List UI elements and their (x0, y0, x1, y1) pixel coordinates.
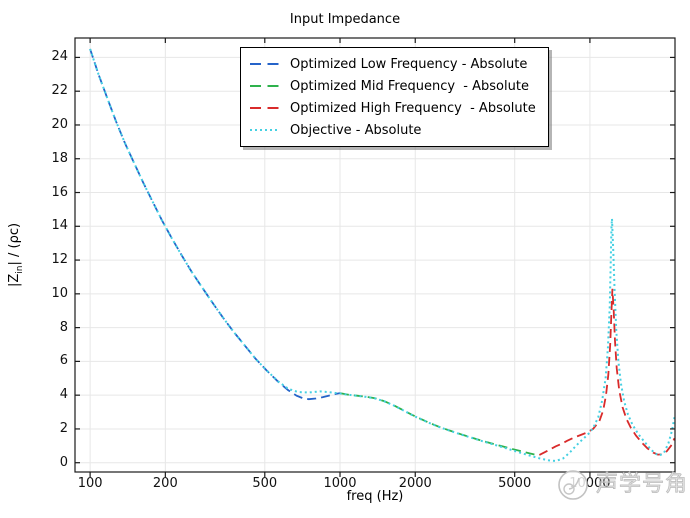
series-lines (89, 48, 675, 463)
x-tick-label: 10000 (569, 476, 611, 491)
y-tick-label: 12 (51, 252, 68, 268)
y-tick-label: 14 (51, 218, 68, 234)
legend-item: Optimized Mid Frequency - Absolute (249, 75, 536, 97)
y-tick-label: 18 (51, 150, 68, 166)
y-tick-label: 20 (51, 116, 68, 132)
y-tick-label: 22 (51, 83, 68, 99)
plot-frame (74, 37, 676, 473)
chart-title: Input Impedance (289, 12, 401, 27)
x-tick-label: 5000 (498, 476, 532, 491)
legend-item-label: Optimized High Frequency - Absolute (290, 100, 536, 116)
legend-sample-line (250, 63, 280, 65)
legend-item-label: Optimized Low Frequency - Absolute (290, 56, 528, 72)
y-axis-label-prefix: |Z (7, 273, 23, 288)
series-line-1 (339, 392, 540, 457)
x-tick-label: 500 (252, 476, 278, 491)
y-tick-label: 6 (59, 353, 68, 369)
y-axis-label: |Zin| / (ρc) (7, 223, 25, 287)
legend-sample-line (250, 107, 280, 109)
legend-sample-line (250, 85, 280, 87)
x-tick-label: 200 (152, 476, 178, 491)
x-axis-label: freq (Hz) (346, 489, 404, 504)
series-line-3 (89, 48, 675, 463)
y-axis-label-subscript: in (14, 265, 25, 274)
legend-item-label: Objective - Absolute (290, 122, 422, 138)
y-tick-label: 8 (59, 319, 68, 335)
legend-sample-line (250, 129, 280, 131)
y-tick-label: 10 (51, 285, 68, 301)
y-tick-label: 0 (59, 454, 68, 470)
series-line-2 (538, 288, 675, 456)
y-tick-label: 24 (51, 49, 68, 65)
legend-item-label: Optimized Mid Frequency - Absolute (290, 78, 529, 94)
tick-marks (75, 38, 675, 477)
x-tick-label: 2000 (398, 476, 432, 491)
x-tick-label: 100 (77, 476, 103, 491)
y-tick-label: 4 (59, 387, 68, 403)
y-tick-label: 16 (51, 184, 68, 200)
legend-item: Optimized High Frequency - Absolute (249, 97, 536, 119)
x-tick-label: 1000 (323, 476, 357, 491)
y-tick-label: 2 (59, 420, 68, 436)
legend-item: Objective - Absolute (249, 119, 536, 141)
legend-item: Optimized Low Frequency - Absolute (249, 53, 536, 75)
legend: Optimized Low Frequency - Absolute Optimi… (240, 47, 549, 147)
y-axis-label-suffix: | / (ρc) (7, 222, 23, 266)
